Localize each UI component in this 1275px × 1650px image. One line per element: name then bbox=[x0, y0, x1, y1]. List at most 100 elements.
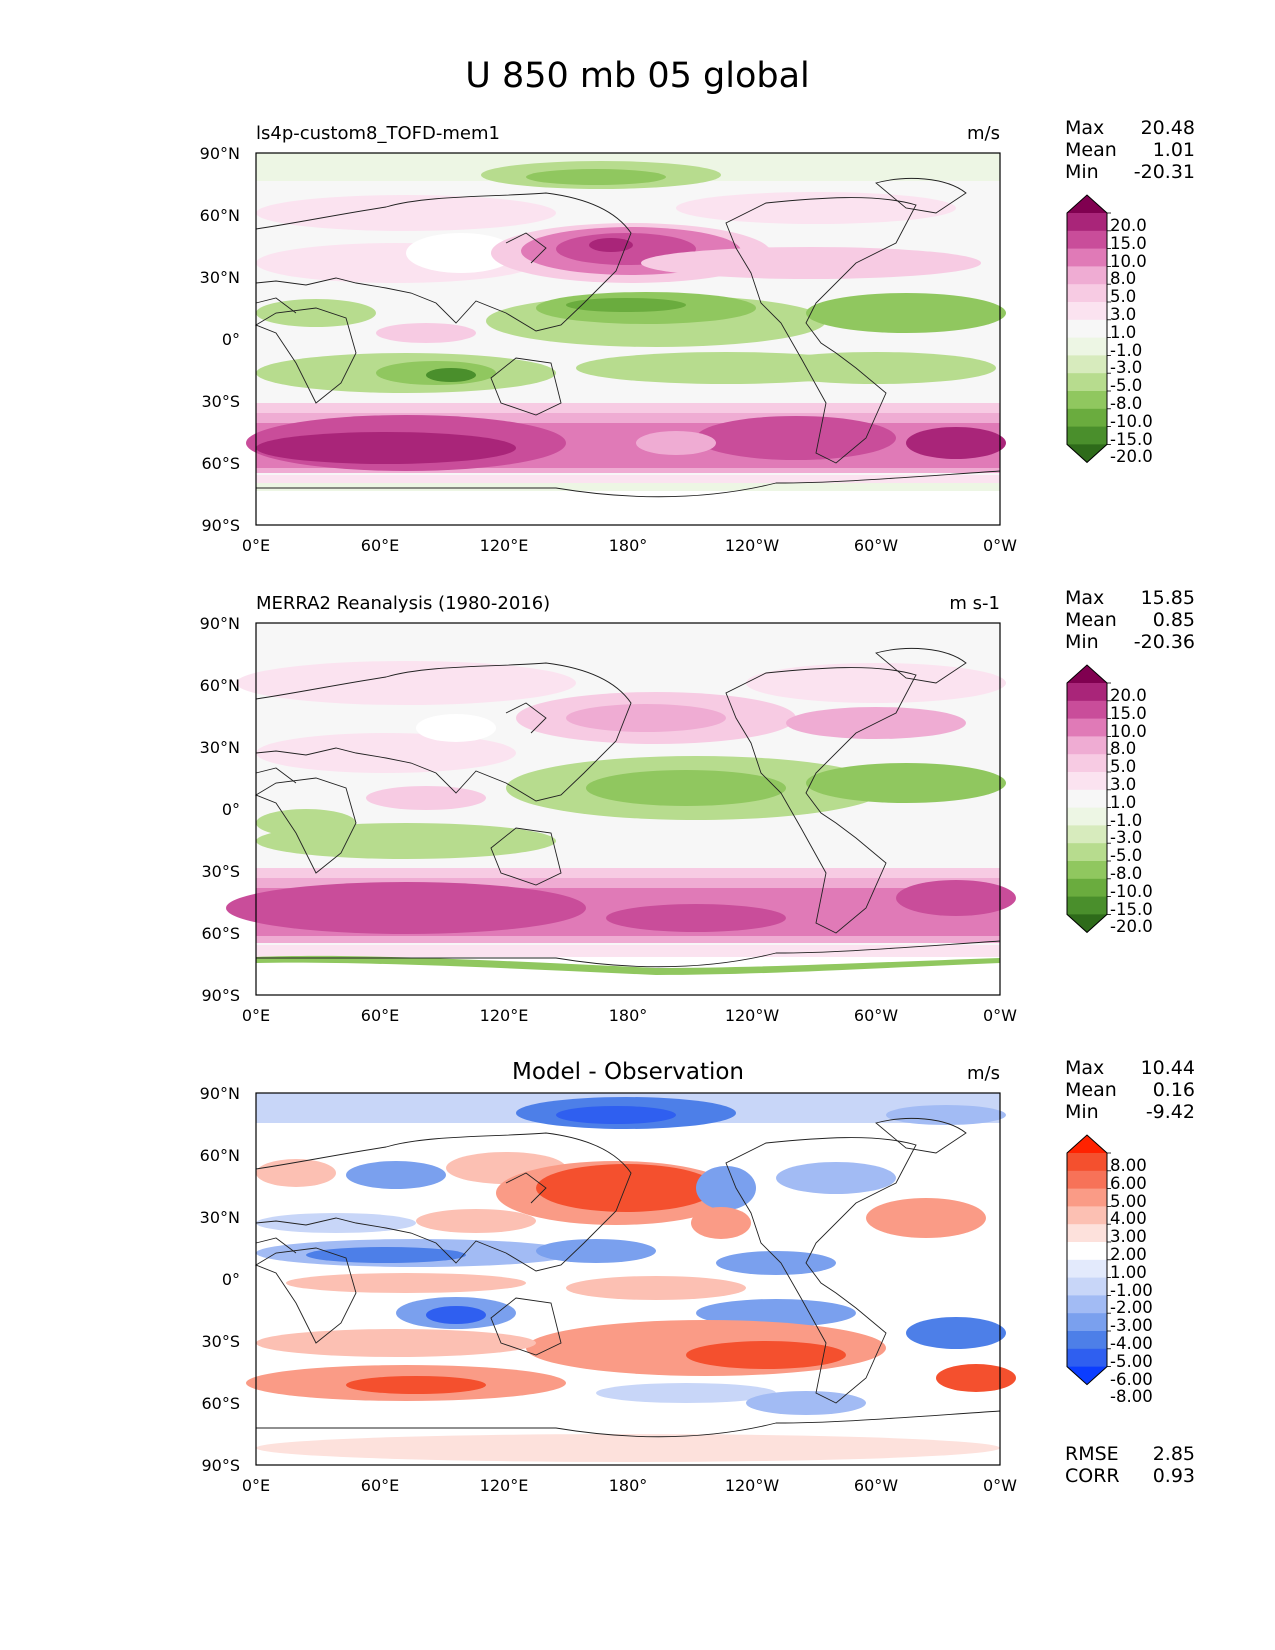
panel-title-left: ls4p-custom8_TOFD-mem1 bbox=[256, 123, 500, 144]
colorbar-tick-label: 20.0 bbox=[1110, 216, 1147, 235]
colorbar-block bbox=[1067, 1259, 1107, 1279]
lon-tick: 180° bbox=[609, 536, 648, 555]
panel-title-left: MERRA2 Reanalysis (1980-2016) bbox=[256, 593, 551, 614]
colorbar-tick-label: 10.0 bbox=[1110, 251, 1147, 271]
colorbar-block bbox=[1067, 807, 1107, 826]
colorbar-tick-label: 15.0 bbox=[1110, 703, 1147, 723]
lon-tick: 180° bbox=[609, 1476, 648, 1495]
colorbar-tick-label: 4.00 bbox=[1110, 1209, 1147, 1229]
colorbar-tick-label: -8.0 bbox=[1110, 863, 1143, 883]
colorbar-block bbox=[1067, 772, 1107, 791]
lat-tick: 90°S bbox=[201, 516, 240, 535]
colorbar-tick-label: 1.0 bbox=[1110, 792, 1137, 812]
panel-units: m/s bbox=[967, 123, 1000, 144]
lon-tick: 60°W bbox=[854, 536, 898, 555]
colorbar-tick-label: -8.00 bbox=[1110, 1387, 1153, 1407]
colorbar-tick-label: -6.00 bbox=[1110, 1369, 1153, 1389]
colorbar-block bbox=[1067, 878, 1107, 898]
lon-tick: 0°E bbox=[242, 1476, 270, 1495]
colorbar-block bbox=[1067, 1170, 1107, 1190]
colorbar-tick-label: -3.0 bbox=[1110, 828, 1143, 848]
colorbar-tick-label: 5.0 bbox=[1110, 287, 1137, 307]
panel-observation: MERRA2 Reanalysis (1980-2016) m s-1 bbox=[0, 585, 1275, 1055]
colorbar-block bbox=[1067, 683, 1107, 702]
colorbar-block bbox=[1067, 319, 1107, 339]
lon-tick: 120°W bbox=[725, 1476, 780, 1495]
colorbar-tick-label: -10.0 bbox=[1110, 411, 1153, 431]
colorbar-tick-label: 6.00 bbox=[1110, 1173, 1147, 1193]
colorbar-tick-label: -20.0 bbox=[1110, 917, 1153, 937]
colorbar-block bbox=[1067, 861, 1107, 880]
figure-title: U 850 mb 05 global bbox=[465, 56, 810, 96]
colorbar-block bbox=[1067, 230, 1107, 250]
colorbar-tick-label: 20.0 bbox=[1110, 686, 1147, 705]
colorbar-block bbox=[1067, 355, 1107, 374]
lon-tick: 120°W bbox=[725, 1006, 780, 1025]
lon-tick: 60°E bbox=[361, 1006, 399, 1025]
colorbar-extend-max bbox=[1067, 195, 1107, 213]
colorbar-labels: 20.0 15.0 10.0 8.0 5.0 3.0 1.0 -1.0 -3.0… bbox=[1110, 687, 1153, 936]
colorbar-block bbox=[1067, 843, 1107, 862]
map-difference: 90°N 60°N 30°N 0° 30°S 60°S 90°S 0°E 60°… bbox=[200, 1084, 1018, 1495]
colorbar-block bbox=[1067, 1313, 1107, 1332]
lat-tick: 0° bbox=[222, 330, 240, 349]
colorbar-tick-label: -3.00 bbox=[1110, 1316, 1153, 1336]
colorbar-block bbox=[1067, 213, 1107, 232]
stat-value: 1.01 bbox=[1152, 139, 1195, 161]
colorbar-tick-label: 3.0 bbox=[1110, 774, 1137, 794]
colorbar-block bbox=[1067, 426, 1107, 445]
colorbar-tick-label: -10.0 bbox=[1110, 881, 1153, 901]
colorbar-tick-label: 1.0 bbox=[1110, 322, 1137, 342]
colorbar-tick-label: 8.0 bbox=[1110, 269, 1137, 289]
colorbar-tick-label: 3.00 bbox=[1110, 1227, 1147, 1247]
stat-label: Max bbox=[1065, 587, 1105, 609]
lon-tick: 60°W bbox=[854, 1476, 898, 1495]
stat-label: Min bbox=[1065, 1101, 1099, 1123]
panel-model: ls4p-custom8_TOFD-mem1 m/s bbox=[0, 115, 1275, 585]
stats-box: Max 10.44 Mean 0.16 Min -9.42 bbox=[1065, 1057, 1195, 1123]
lat-tick: 90°N bbox=[200, 1084, 240, 1103]
colorbar-extend-min bbox=[1067, 914, 1107, 933]
colorbar-block bbox=[1067, 373, 1107, 392]
metric-value: 0.93 bbox=[1152, 1465, 1195, 1487]
lat-tick: 60°N bbox=[200, 206, 240, 225]
colorbar-block bbox=[1067, 1242, 1107, 1261]
colorbar-labels: 20.0 15.0 10.0 8.0 5.0 3.0 1.0 -1.0 -3.0… bbox=[1110, 217, 1153, 466]
colorbar-block bbox=[1067, 1224, 1107, 1243]
stat-label: Max bbox=[1065, 117, 1105, 139]
colorbar-tick-label: -1.0 bbox=[1110, 340, 1143, 360]
colorbar-tick-label: -8.0 bbox=[1110, 393, 1143, 413]
stat-label: Mean bbox=[1065, 1079, 1117, 1101]
colorbar-block bbox=[1067, 284, 1107, 303]
map-model: 90°N 60°N 30°N 0° 30°S 60°S 90°S 0°E 60°… bbox=[200, 144, 1018, 555]
colorbar-tick-label: 5.0 bbox=[1110, 757, 1137, 777]
stat-value: 15.85 bbox=[1140, 587, 1195, 609]
colorbar-block bbox=[1067, 1331, 1107, 1350]
panel-units: m/s bbox=[967, 1063, 1000, 1084]
colorbar-tick-label: -5.00 bbox=[1110, 1351, 1153, 1371]
colorbar-tick-label: -1.00 bbox=[1110, 1280, 1153, 1300]
colorbar-labels: 8.00 6.00 5.00 4.00 3.00 2.00 1.00 -1.00… bbox=[1110, 1157, 1153, 1406]
colorbar-block bbox=[1067, 1153, 1107, 1172]
colorbar-tick-label: -20.0 bbox=[1110, 447, 1153, 467]
lat-tick: 30°N bbox=[200, 1208, 240, 1227]
stats-box: Max 15.85 Mean 0.85 Min -20.36 bbox=[1065, 587, 1195, 653]
lon-tick: 180° bbox=[609, 1006, 648, 1025]
colorbar-tick-label: -5.0 bbox=[1110, 376, 1143, 396]
lon-tick: 60°E bbox=[361, 1476, 399, 1495]
colorbar-block bbox=[1067, 789, 1107, 809]
colorbar-block bbox=[1067, 825, 1107, 844]
lon-tick: 0°W bbox=[983, 1006, 1017, 1025]
colorbar-block bbox=[1067, 337, 1107, 356]
colorbar-block bbox=[1067, 1277, 1107, 1296]
metric-label: RMSE bbox=[1065, 1443, 1119, 1465]
lat-tick: 60°S bbox=[201, 924, 240, 943]
colorbar-extend-max bbox=[1067, 1135, 1107, 1153]
colorbar-block bbox=[1067, 1188, 1107, 1207]
colorbar-tick-label: -15.0 bbox=[1110, 899, 1153, 919]
colorbar-tick-label: -4.00 bbox=[1110, 1333, 1153, 1353]
colorbar-tick-label: -1.0 bbox=[1110, 810, 1143, 830]
lat-tick: 30°N bbox=[200, 268, 240, 287]
lat-tick: 30°S bbox=[201, 862, 240, 881]
lat-tick: 90°S bbox=[201, 986, 240, 1005]
